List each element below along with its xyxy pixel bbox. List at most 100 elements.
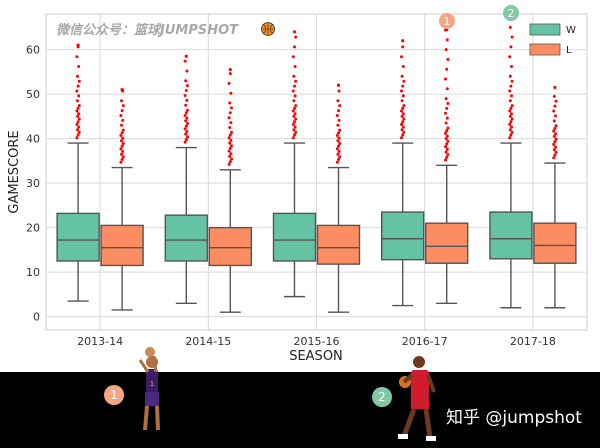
outlier-point: [338, 104, 342, 108]
outlier-point: [77, 125, 81, 129]
outlier-point: [336, 83, 341, 87]
outlier-point: [292, 128, 296, 132]
outlier-point: [228, 101, 232, 105]
outlier-point: [121, 104, 125, 108]
outlier-point: [186, 108, 189, 112]
outlier-point: [552, 134, 556, 138]
box-w-2016-17: [381, 142, 425, 307]
y-tick-label: 50: [26, 88, 40, 101]
outlier-point: [291, 122, 295, 126]
svg-text:2: 2: [378, 390, 386, 404]
outlier-point: [338, 142, 342, 146]
outlier-point: [552, 148, 556, 152]
box-w-2017-18: [489, 142, 533, 309]
outlier-point: [446, 101, 450, 105]
outlier-point: [335, 134, 339, 138]
basketball-icon: [261, 22, 275, 36]
outlier-point: [400, 128, 404, 132]
outlier-point: [292, 30, 297, 34]
outlier-point: [120, 131, 124, 135]
outlier-point: [291, 89, 295, 93]
outlier-point: [77, 104, 81, 108]
outlier-point: [552, 156, 556, 160]
outlier-point: [509, 133, 513, 137]
outlier-point: [75, 122, 79, 126]
outlier-point: [508, 55, 512, 59]
y-tick-label: 40: [26, 133, 40, 146]
outlier-point: [508, 99, 512, 103]
outlier-point: [184, 54, 188, 58]
outlier-point: [76, 84, 80, 88]
outlier-point: [230, 157, 233, 161]
outlier-point: [230, 106, 233, 110]
outlier-point: [553, 85, 557, 90]
outlier-point: [553, 153, 557, 157]
y-tick-labels: 0 10 20 30 40 50 60: [26, 44, 40, 324]
outlier-point: [400, 114, 404, 118]
outlier-point: [336, 152, 340, 156]
outlier-point: [553, 126, 557, 130]
credit-text: 知乎 @jumpshot: [446, 408, 582, 428]
outlier-point: [337, 118, 341, 122]
outlier-point: [337, 109, 340, 113]
outlier-point: [76, 43, 80, 47]
outlier-point: [119, 113, 123, 117]
outlier-point: [554, 137, 558, 141]
watermark-text: 微信公众号：篮球JUMPSHOT: [56, 22, 239, 38]
box-body: [489, 211, 533, 260]
outlier-point: [554, 124, 558, 128]
outlier-point: [400, 89, 403, 93]
player-figure-2: [398, 356, 436, 441]
outlier-point: [508, 114, 512, 118]
outlier-point: [509, 106, 513, 110]
outlier-point: [445, 87, 449, 91]
outlier-point: [293, 94, 297, 98]
box-l-2013-14: [100, 166, 144, 311]
outlier-point: [508, 74, 512, 78]
box-body: [316, 224, 361, 265]
y-tick-label: 60: [26, 44, 40, 57]
outlier-point: [554, 99, 558, 103]
annotation-marker-1-bottom: 1: [104, 385, 124, 405]
outlier-point: [552, 119, 556, 123]
outlier-point: [445, 38, 449, 42]
outlier-point: [401, 106, 405, 110]
outlier-point: [76, 128, 79, 132]
outlier-point: [228, 146, 232, 150]
outlier-point: [446, 126, 450, 130]
outlier-point: [338, 128, 342, 132]
outlier-point: [185, 98, 189, 102]
outlier-point: [508, 109, 512, 113]
outlier-point: [400, 55, 403, 59]
legend-swatch-l: [529, 43, 561, 56]
y-tick-label: 10: [26, 266, 40, 279]
outlier-point: [120, 123, 123, 127]
y-axis-title: GAMESCORE: [7, 130, 22, 213]
box-body: [272, 212, 317, 262]
outlier-point: [227, 136, 231, 140]
outlier-point: [401, 133, 405, 137]
outlier-point: [293, 45, 296, 49]
outlier-point: [77, 117, 81, 121]
outlier-point: [292, 114, 296, 118]
outlier-point: [121, 118, 125, 122]
outlier-point: [77, 65, 81, 69]
outlier-point: [510, 112, 513, 116]
outlier-point: [510, 79, 514, 83]
outlier-point: [401, 39, 405, 43]
outlier-point: [508, 25, 512, 29]
outlier-point: [186, 135, 189, 139]
outlier-point: [400, 136, 403, 140]
outlier-point: [337, 150, 341, 154]
outlier-point: [183, 127, 187, 131]
box-body: [425, 222, 469, 264]
outlier-point: [230, 144, 233, 148]
outlier-point: [121, 136, 125, 140]
outlier-point: [77, 94, 81, 98]
outlier-point: [445, 116, 449, 120]
outlier-point: [446, 57, 450, 61]
outlier-point: [77, 112, 81, 116]
outlier-point: [445, 129, 449, 133]
outlier-point: [291, 109, 295, 113]
outlier-point: [121, 155, 125, 159]
